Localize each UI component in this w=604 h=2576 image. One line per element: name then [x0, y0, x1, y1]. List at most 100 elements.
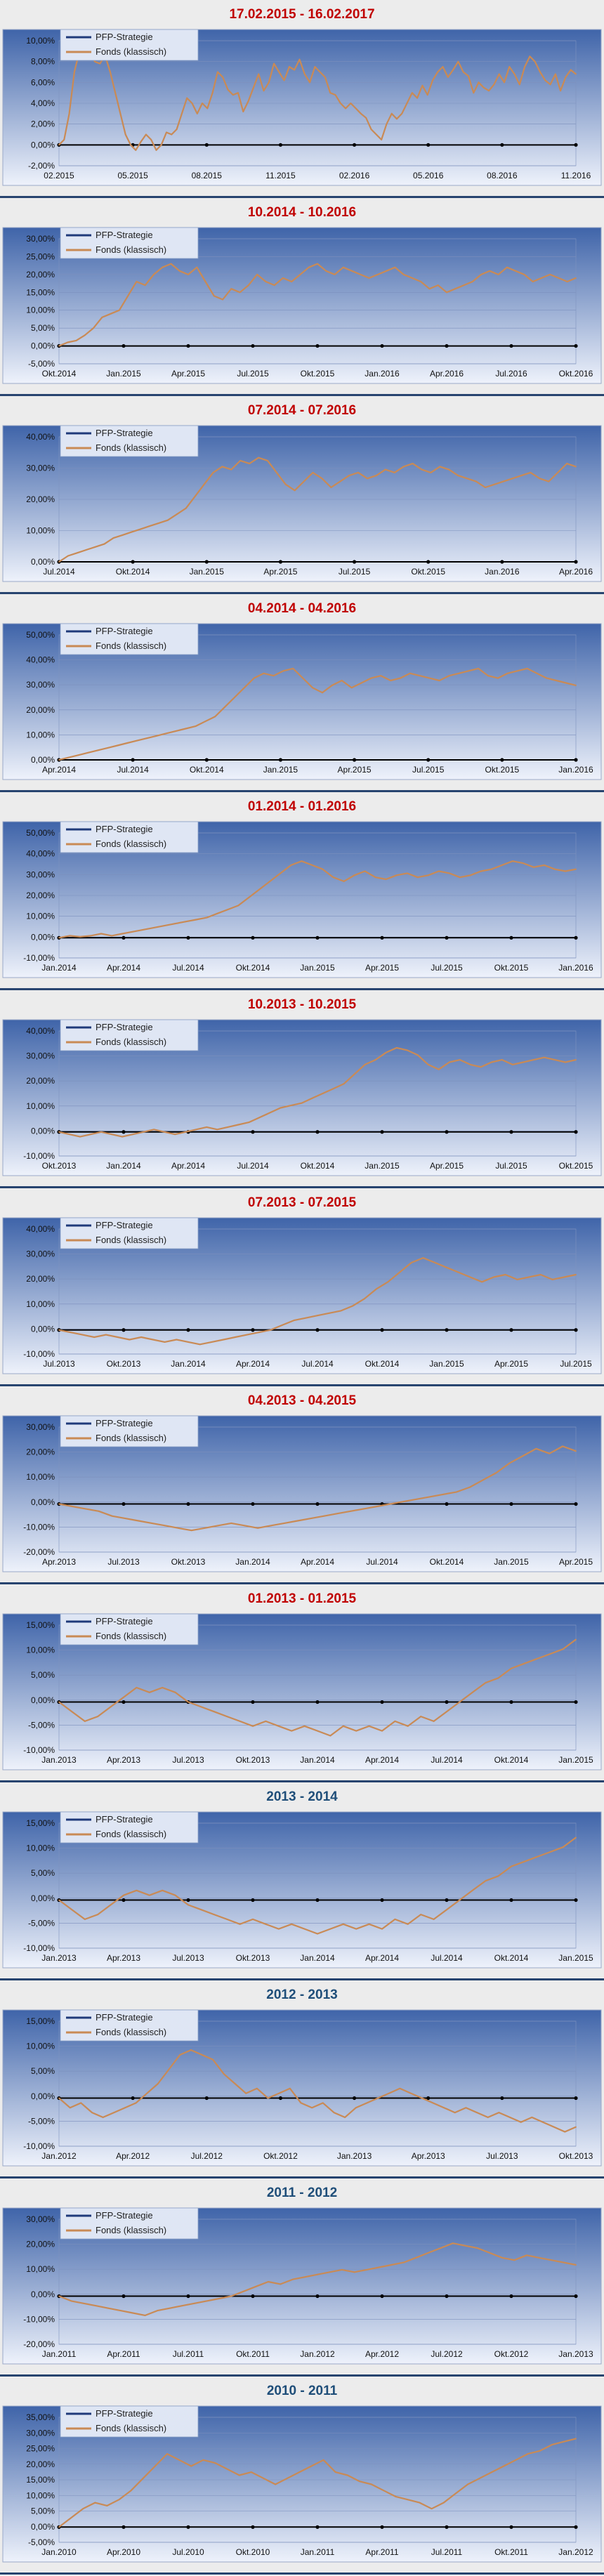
data-point	[458, 672, 460, 674]
data-point	[334, 94, 336, 96]
data-point	[469, 1064, 471, 1065]
data-point	[355, 2107, 357, 2109]
data-point	[480, 870, 482, 872]
legend-box	[60, 2207, 199, 2240]
y-tick-label: -10,00%	[23, 1151, 55, 1161]
y-tick-label: -20,00%	[23, 1547, 55, 1557]
line-chart: 30,00%20,00%10,00%0,00%-10,00%-20,00%Jan…	[2, 2207, 602, 2365]
data-point	[370, 129, 372, 130]
y-tick-label: 40,00%	[26, 655, 55, 665]
data-point	[258, 1332, 260, 1334]
data-point	[95, 2305, 97, 2307]
data-point	[293, 1320, 295, 1321]
legend-label-fund: Fonds (klassisch)	[96, 244, 166, 255]
data-point	[420, 1716, 422, 1717]
data-point	[350, 687, 353, 689]
axis-marker	[445, 1898, 449, 1903]
data-point	[522, 1061, 524, 1063]
data-point	[396, 118, 398, 120]
data-point	[526, 2254, 527, 2256]
legend-label-strategy: PFP-Strategie	[96, 1022, 153, 1032]
x-tick-label: Okt.2014	[236, 963, 270, 973]
axis-marker	[204, 758, 209, 762]
legend-box	[60, 29, 199, 61]
data-point	[491, 2471, 493, 2473]
data-point	[370, 677, 372, 679]
x-tick-label: Jan.2014	[171, 1359, 206, 1369]
data-point	[242, 110, 244, 112]
legend-box	[60, 1811, 199, 1844]
data-point	[258, 456, 259, 459]
x-tick-label: Okt.2015	[411, 567, 445, 577]
x-tick-label: Jul.2015	[495, 1161, 527, 1171]
data-point	[324, 77, 326, 78]
y-tick-label: -10,00%	[23, 1943, 55, 1953]
x-tick-label: Jan.2014	[235, 1557, 270, 1567]
data-point	[280, 1107, 282, 1109]
data-point	[149, 525, 151, 527]
legend-label-strategy: PFP-Strategie	[96, 824, 153, 834]
x-tick-label: Okt.2015	[559, 1161, 593, 1171]
data-point	[204, 281, 206, 282]
x-tick-label: Jan.2015	[106, 369, 141, 379]
data-point	[452, 2242, 454, 2245]
axis-marker	[315, 1501, 320, 1506]
x-tick-label: Jan.2016	[365, 369, 400, 379]
x-tick-label: 02.2016	[339, 171, 370, 180]
data-point	[516, 670, 518, 672]
data-point	[190, 1530, 192, 1532]
data-point	[223, 1339, 225, 1341]
x-tick-label: Apr.2014	[107, 963, 140, 973]
data-point	[269, 1112, 271, 1114]
data-point	[399, 1271, 400, 1273]
data-point	[227, 909, 229, 910]
x-tick-label: Apr.2015	[171, 369, 205, 379]
data-point	[148, 1691, 150, 1693]
data-point	[394, 1919, 396, 1920]
y-tick-label: 30,00%	[26, 1422, 55, 1432]
data-point	[385, 1051, 387, 1053]
data-point	[410, 2092, 412, 2094]
x-tick-label: Jan.2015	[494, 1557, 529, 1567]
axis-marker	[380, 2525, 384, 2529]
data-point	[456, 1491, 458, 1493]
data-point	[143, 1131, 145, 1133]
data-point	[226, 1919, 228, 1920]
data-point	[99, 63, 101, 65]
y-tick-label: 5,00%	[31, 2066, 55, 2076]
data-point	[110, 1706, 112, 1708]
x-tick-label: Okt.2010	[236, 2547, 270, 2557]
data-point	[265, 1721, 267, 1722]
data-point	[195, 919, 197, 921]
data-point	[385, 879, 387, 880]
data-point	[168, 2068, 170, 2070]
data-point	[513, 73, 516, 75]
y-tick-label: 20,00%	[26, 494, 55, 504]
data-point	[201, 2054, 203, 2056]
data-point	[342, 266, 344, 268]
data-point	[317, 263, 318, 265]
data-point	[190, 2465, 192, 2467]
data-point	[252, 1919, 254, 1920]
x-tick-label: Apr.2014	[365, 1755, 399, 1765]
data-point	[502, 480, 504, 482]
data-point	[85, 549, 87, 551]
data-point	[375, 133, 377, 136]
data-point	[155, 735, 157, 737]
axis-marker	[251, 1130, 255, 1134]
data-point	[216, 1129, 218, 1131]
data-point	[448, 675, 450, 677]
data-point	[255, 2285, 257, 2287]
x-tick-label: Jul.2014	[237, 1161, 269, 1171]
data-point	[153, 927, 155, 928]
data-point	[153, 273, 155, 275]
x-tick-label: Jul.2014	[431, 1755, 463, 1765]
chart-title: 07.2014 - 07.2016	[247, 403, 357, 418]
data-point	[203, 483, 205, 485]
data-point	[467, 2483, 468, 2485]
y-tick-label: 40,00%	[26, 1224, 55, 1234]
data-point	[84, 1508, 86, 1510]
legend-box	[60, 1019, 199, 1051]
data-point	[82, 2508, 84, 2510]
data-point	[479, 2477, 480, 2479]
